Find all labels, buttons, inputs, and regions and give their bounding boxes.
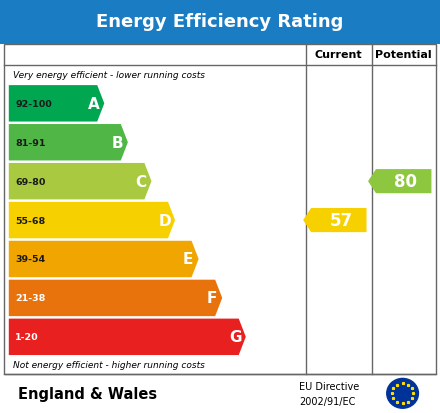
Text: England & Wales: England & Wales xyxy=(18,386,157,401)
Polygon shape xyxy=(9,319,246,355)
Polygon shape xyxy=(9,125,128,161)
Text: 92-100: 92-100 xyxy=(15,100,52,109)
Text: Potential: Potential xyxy=(375,50,432,60)
Text: EU Directive: EU Directive xyxy=(299,381,359,391)
Polygon shape xyxy=(9,280,222,316)
Bar xyxy=(0,0,440,45)
Text: 81-91: 81-91 xyxy=(15,138,46,147)
Text: 55-68: 55-68 xyxy=(15,216,46,225)
Text: Energy Efficiency Rating: Energy Efficiency Rating xyxy=(96,13,344,31)
Text: E: E xyxy=(183,252,193,267)
Text: Not energy efficient - higher running costs: Not energy efficient - higher running co… xyxy=(13,361,205,370)
Polygon shape xyxy=(9,202,175,239)
Bar xyxy=(4,45,436,374)
Text: 2002/91/EC: 2002/91/EC xyxy=(299,396,356,406)
Polygon shape xyxy=(9,164,151,200)
Text: 1-20: 1-20 xyxy=(15,332,39,342)
Text: 21-38: 21-38 xyxy=(15,294,46,303)
Text: 69-80: 69-80 xyxy=(15,177,46,186)
Polygon shape xyxy=(9,241,198,278)
Polygon shape xyxy=(9,86,104,122)
Polygon shape xyxy=(303,209,367,233)
Polygon shape xyxy=(368,170,431,194)
Text: 57: 57 xyxy=(330,211,352,230)
Text: 39-54: 39-54 xyxy=(15,255,45,264)
Text: A: A xyxy=(88,97,99,112)
Text: B: B xyxy=(111,135,123,150)
Text: Very energy efficient - lower running costs: Very energy efficient - lower running co… xyxy=(13,71,205,80)
Text: G: G xyxy=(229,330,242,344)
Text: Current: Current xyxy=(315,50,363,60)
Text: 80: 80 xyxy=(394,173,418,191)
Circle shape xyxy=(387,378,418,408)
Text: F: F xyxy=(206,291,217,306)
Text: D: D xyxy=(158,213,171,228)
Text: C: C xyxy=(136,174,147,189)
